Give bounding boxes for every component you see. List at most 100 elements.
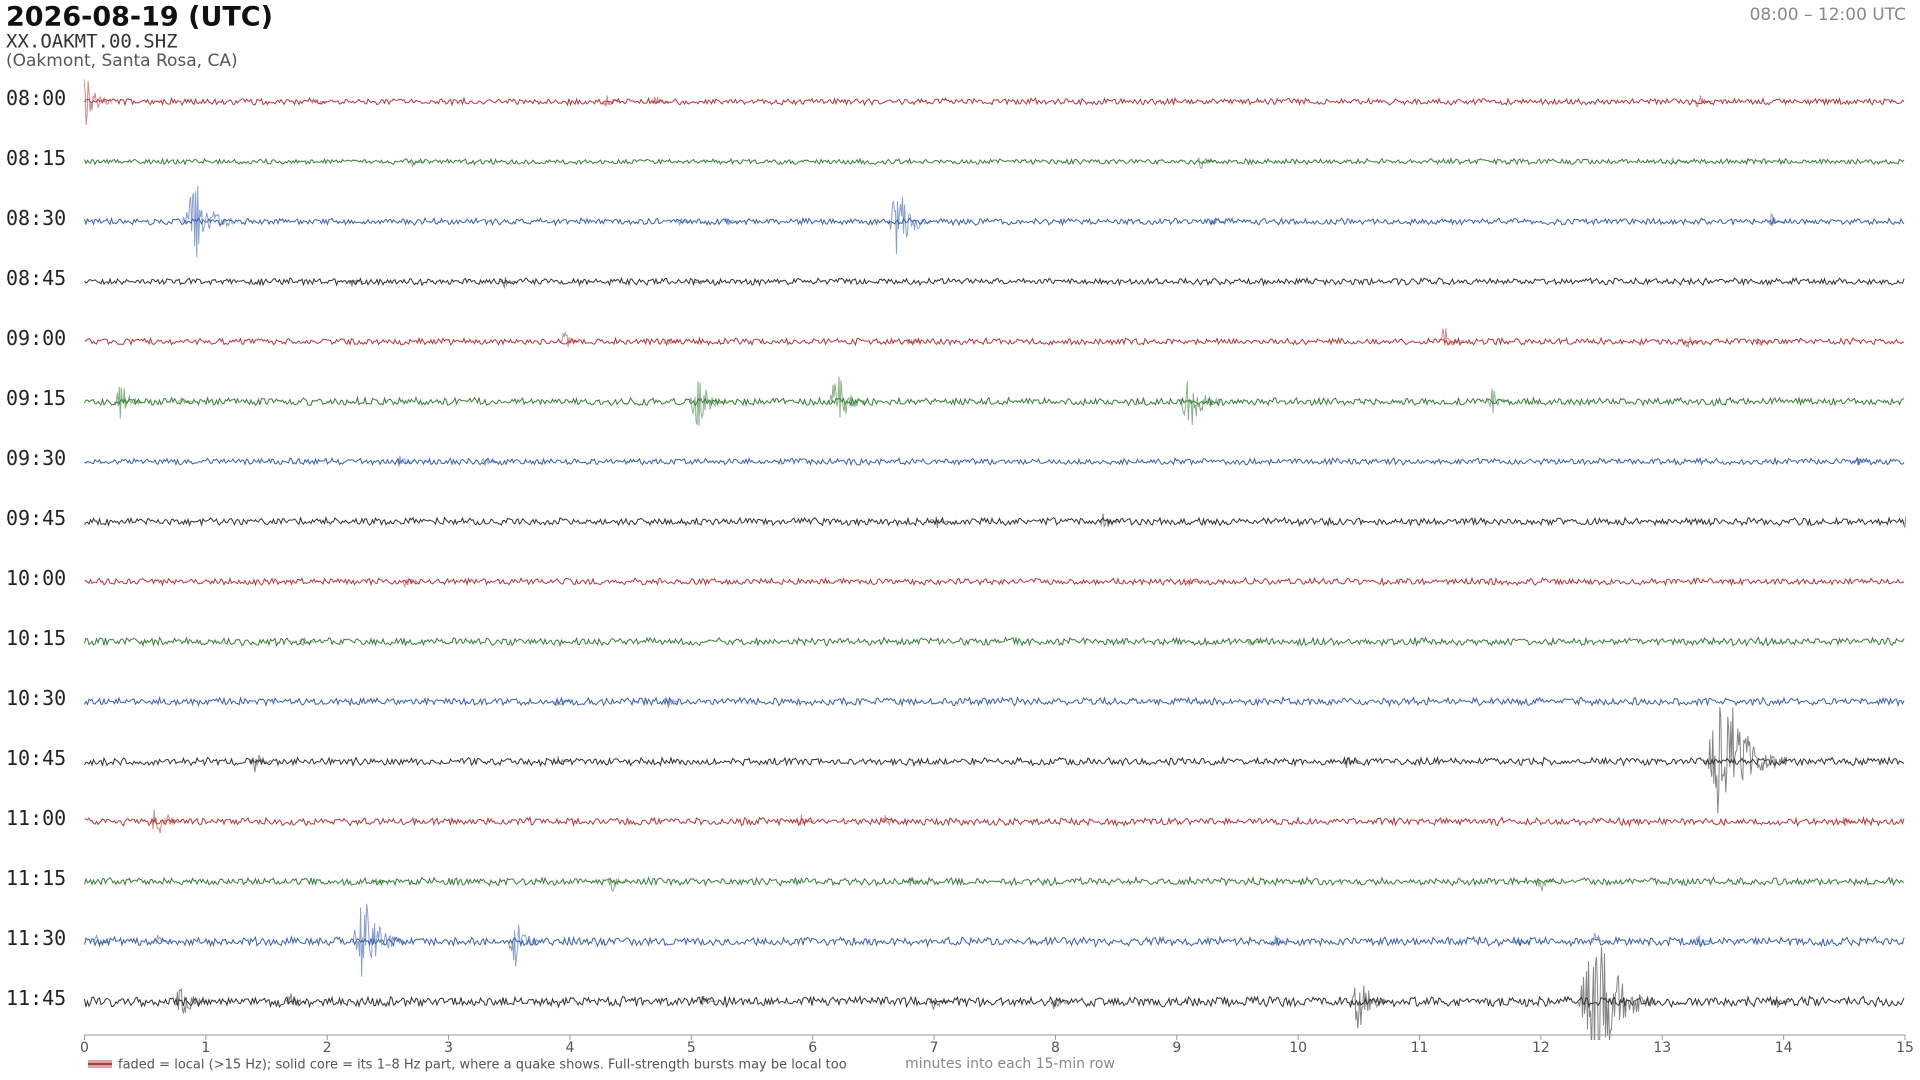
burst bbox=[1209, 218, 1225, 225]
burst bbox=[1342, 757, 1361, 769]
row-label: 09:45 bbox=[6, 506, 66, 530]
trace bbox=[84, 995, 1905, 1009]
x-tick-label: 9 bbox=[1172, 1040, 1181, 1056]
burst bbox=[796, 814, 815, 826]
burst bbox=[1682, 336, 1701, 349]
burst bbox=[607, 877, 628, 892]
location: (Oakmont, Santa Rosa, CA) bbox=[6, 51, 238, 71]
x-tick-label: 6 bbox=[808, 1040, 817, 1056]
trace bbox=[84, 456, 1905, 467]
x-tick-label: 12 bbox=[1532, 1040, 1550, 1056]
row-label: 08:30 bbox=[6, 206, 66, 230]
burst bbox=[92, 933, 111, 945]
burst bbox=[181, 185, 234, 258]
burst bbox=[601, 95, 621, 107]
time-range: 08:00 – 12:00 UTC bbox=[1750, 5, 1906, 25]
burst bbox=[1512, 938, 1531, 947]
burst bbox=[1694, 934, 1713, 948]
burst bbox=[1577, 947, 1656, 1040]
x-tick-label: 15 bbox=[1896, 1040, 1914, 1056]
x-tick-label: 11 bbox=[1411, 1040, 1429, 1056]
burst bbox=[1766, 212, 1786, 226]
burst bbox=[1535, 877, 1557, 892]
burst bbox=[1773, 995, 1790, 1009]
burst bbox=[1269, 935, 1288, 947]
burst bbox=[1703, 706, 1788, 814]
burst bbox=[248, 754, 273, 773]
x-axis-label: minutes into each 15-min row bbox=[905, 1056, 1115, 1072]
plot-area bbox=[84, 78, 1906, 1040]
burst bbox=[1670, 156, 1686, 165]
x-tick-label: 0 bbox=[80, 1040, 89, 1056]
trace bbox=[84, 935, 1905, 949]
row-label: 10:00 bbox=[6, 566, 66, 590]
burst bbox=[153, 934, 170, 944]
row-label: 08:00 bbox=[6, 86, 66, 110]
burst bbox=[507, 924, 542, 967]
burst bbox=[650, 96, 669, 105]
chart-title: 2026-08-19 (UTC) bbox=[6, 2, 273, 33]
x-tick-label: 1 bbox=[201, 1040, 210, 1056]
x-tick-label: 2 bbox=[323, 1040, 332, 1056]
x-tick-label: 8 bbox=[1051, 1040, 1060, 1056]
burst bbox=[311, 97, 327, 105]
burst bbox=[1755, 337, 1772, 346]
burst bbox=[928, 516, 950, 529]
trace bbox=[84, 695, 1905, 708]
x-tick-label: 13 bbox=[1653, 1040, 1671, 1056]
burst bbox=[395, 455, 415, 467]
burst bbox=[1840, 817, 1856, 826]
row-label: 11:15 bbox=[6, 866, 66, 890]
burst bbox=[699, 995, 716, 1006]
burst bbox=[1178, 381, 1221, 426]
burst bbox=[1245, 639, 1262, 647]
row-label: 11:00 bbox=[6, 806, 66, 830]
burst bbox=[480, 457, 498, 466]
row-label: 11:45 bbox=[6, 986, 66, 1010]
burst bbox=[558, 331, 580, 348]
trace bbox=[84, 276, 1905, 287]
burst bbox=[1437, 328, 1465, 347]
burst bbox=[1196, 156, 1216, 170]
burst bbox=[401, 578, 420, 589]
burst bbox=[1590, 932, 1611, 944]
burst bbox=[905, 338, 922, 345]
legend-text: faded = local (>15 Hz); solid core = its… bbox=[118, 1058, 847, 1073]
burst bbox=[1486, 388, 1511, 414]
trace bbox=[84, 515, 1905, 528]
x-tick-label: 14 bbox=[1775, 1040, 1793, 1056]
row-label: 11:30 bbox=[6, 926, 66, 950]
row-label: 10:15 bbox=[6, 626, 66, 650]
burst bbox=[499, 277, 516, 289]
burst bbox=[371, 877, 388, 885]
x-tick-label: 4 bbox=[566, 1040, 575, 1056]
burst bbox=[1185, 576, 1201, 588]
burst bbox=[1349, 985, 1390, 1029]
x-tick-label: 3 bbox=[444, 1040, 453, 1056]
burst bbox=[723, 217, 740, 226]
trace bbox=[84, 576, 1905, 587]
burst bbox=[928, 997, 950, 1011]
x-tick-label: 5 bbox=[687, 1040, 696, 1056]
burst bbox=[1050, 997, 1071, 1010]
row-label: 09:15 bbox=[6, 386, 66, 410]
trace bbox=[84, 336, 1905, 347]
burst bbox=[553, 756, 570, 766]
burst bbox=[298, 637, 315, 646]
trace bbox=[84, 216, 1905, 227]
burst bbox=[880, 815, 900, 826]
burst bbox=[827, 376, 868, 418]
row-label: 10:30 bbox=[6, 686, 66, 710]
burst bbox=[149, 809, 182, 834]
burst bbox=[177, 396, 194, 405]
trace bbox=[84, 815, 1905, 828]
row-label: 10:45 bbox=[6, 746, 66, 770]
x-tick-label: 10 bbox=[1289, 1040, 1307, 1056]
burst bbox=[84, 78, 113, 125]
row-label: 08:45 bbox=[6, 266, 66, 290]
burst bbox=[1900, 515, 1906, 529]
trace bbox=[84, 395, 1904, 407]
trace bbox=[84, 157, 1905, 166]
